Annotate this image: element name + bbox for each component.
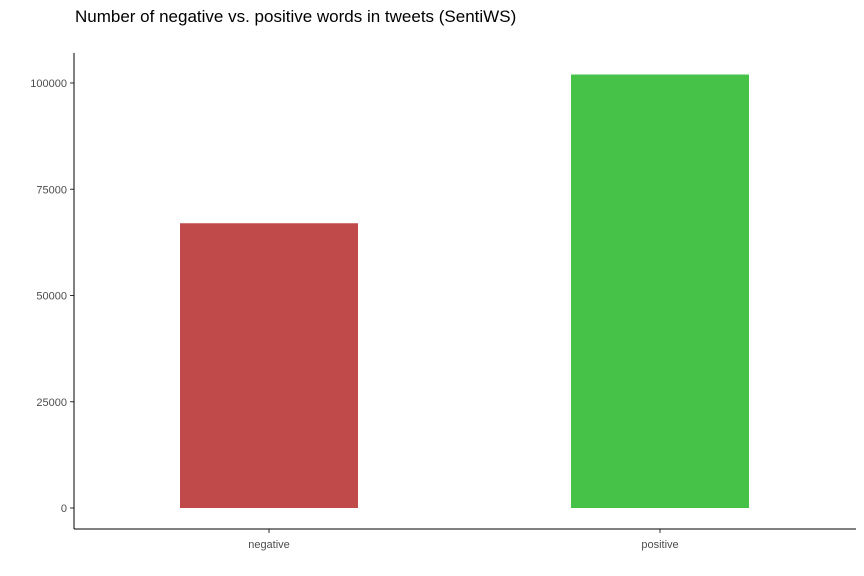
x-tick-label-positive: positive	[641, 539, 678, 551]
chart-title: Number of negative vs. positive words in…	[75, 7, 517, 26]
bars-group	[180, 74, 749, 508]
x-tick-label-negative: negative	[248, 539, 290, 551]
y-tick-label: 25000	[36, 397, 67, 409]
y-tick-label: 100000	[30, 78, 67, 90]
bar-positive	[571, 74, 749, 508]
y-tick-label: 50000	[36, 291, 67, 303]
bar-negative	[180, 223, 358, 508]
y-tick-label: 75000	[36, 184, 67, 196]
y-tick-label: 0	[61, 503, 67, 515]
axes-group: negative positive 0 25000 50000 75000 100000	[30, 53, 856, 551]
